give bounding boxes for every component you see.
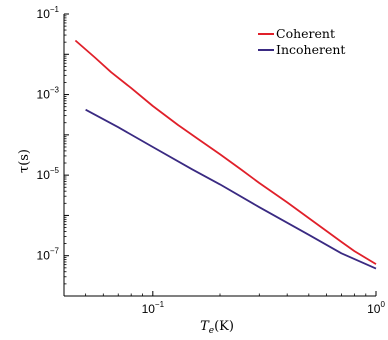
x-tick-label-exponent: 0 bbox=[380, 300, 385, 309]
y-tick-label-base: 10 bbox=[37, 168, 51, 182]
y-tick-label: 10−7 bbox=[37, 247, 60, 263]
series-group bbox=[74, 39, 377, 270]
y-tick-label-exponent: −3 bbox=[50, 86, 60, 95]
y-tick-label: 10−3 bbox=[37, 86, 60, 102]
series-line-coherent bbox=[74, 39, 377, 265]
legend-label-incoherent: Incoherent bbox=[276, 42, 345, 57]
y-tick-label-exponent: −5 bbox=[50, 166, 60, 175]
y-tick-label: 10−5 bbox=[37, 166, 60, 182]
legend: Coherent Incoherent bbox=[258, 26, 345, 57]
x-axis-label-rest: (K) bbox=[214, 319, 234, 334]
x-tick-label: 10−1 bbox=[142, 300, 165, 316]
y-tick-label-base: 10 bbox=[37, 7, 51, 21]
legend-label-coherent: Coherent bbox=[276, 26, 335, 41]
y-tick-label-base: 10 bbox=[37, 88, 51, 102]
x-axis-label: Te(K) bbox=[200, 319, 234, 336]
x-tick-label-base: 10 bbox=[367, 302, 381, 316]
y-tick-label-exponent: −1 bbox=[50, 5, 60, 14]
x-tick-label: 100 bbox=[367, 300, 385, 316]
x-axis-label-sub: e bbox=[209, 326, 214, 336]
y-tick-label-base: 10 bbox=[37, 249, 51, 263]
x-tick-label-exponent: −1 bbox=[155, 300, 165, 309]
y-tick-label: 10−1 bbox=[37, 5, 60, 21]
series-line-incoherent bbox=[85, 108, 377, 270]
axes: 10−110−310−510−710−1 100 bbox=[37, 5, 386, 316]
x-axis-label-main: T bbox=[200, 319, 210, 334]
y-tick-label-exponent: −7 bbox=[50, 247, 60, 256]
x-tick-label-base: 10 bbox=[142, 302, 156, 316]
y-axis-label: τ(s) bbox=[17, 149, 32, 173]
